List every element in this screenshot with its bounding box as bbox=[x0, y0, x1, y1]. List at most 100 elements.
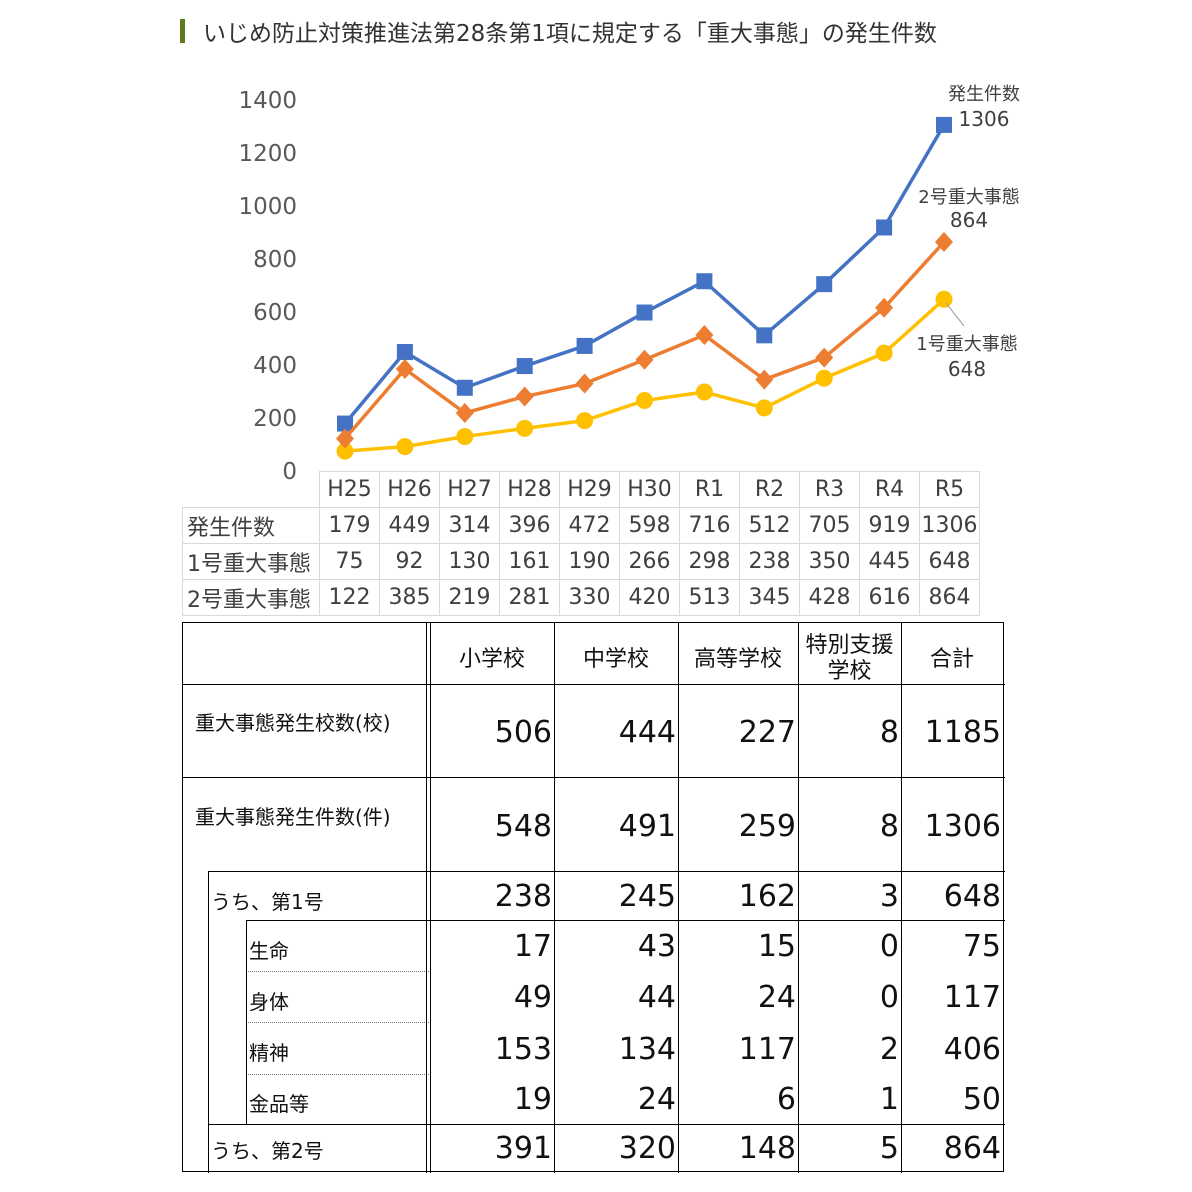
y-tick-label: 1200 bbox=[238, 141, 297, 167]
value-cell: 24 bbox=[757, 980, 796, 1015]
table-rule-dotted bbox=[246, 1022, 429, 1023]
category-label: H25 bbox=[319, 471, 380, 508]
category-label: R3 bbox=[799, 471, 860, 508]
data-cell: 449 bbox=[379, 507, 440, 544]
summary-table: 小学校 中学校 高等学校 特別支援 学校 合計 重大事態発生校数(校) 506 444 227 8 1… bbox=[182, 622, 1005, 1173]
data-cell: 385 bbox=[379, 579, 440, 616]
data-point bbox=[576, 412, 594, 430]
data-point bbox=[515, 386, 534, 407]
row-label: 身体 bbox=[249, 990, 289, 1014]
data-cell: 179 bbox=[319, 507, 380, 544]
data-cell: 472 bbox=[559, 507, 620, 544]
value-cell: 1185 bbox=[924, 715, 1001, 750]
data-cell: 298 bbox=[679, 543, 740, 580]
value-cell: 548 bbox=[494, 809, 552, 844]
category-label: H27 bbox=[439, 471, 500, 508]
row-label: 精神 bbox=[249, 1041, 289, 1065]
row-label: 重大事態発生件数(件) bbox=[195, 805, 391, 829]
data-cell: 864 bbox=[919, 579, 980, 616]
data-cell: 75 bbox=[319, 543, 380, 580]
data-cell: 130 bbox=[439, 543, 500, 580]
category-label: R2 bbox=[739, 471, 800, 508]
data-point bbox=[636, 392, 653, 410]
row-label: 2号重大事態 bbox=[182, 579, 320, 616]
column-header: 中学校 bbox=[582, 647, 649, 672]
value-cell: 864 bbox=[943, 1131, 1001, 1166]
annotation-label: 2号重大事態 bbox=[918, 187, 1019, 208]
data-cell: 161 bbox=[499, 543, 560, 580]
value-cell: 24 bbox=[637, 1082, 676, 1117]
data-cell: 648 bbox=[919, 543, 980, 580]
data-point bbox=[336, 428, 354, 449]
value-cell: 2 bbox=[879, 1032, 899, 1067]
category-row: H25 H26 H27 H28 H29 H30 R1 R2 R3 R4 R5 bbox=[182, 471, 980, 508]
data-cell: 122 bbox=[319, 579, 380, 616]
data-table-row: 2号重大事態 122 385 219 281 330 420 513 345 428 616 864 bbox=[182, 579, 980, 616]
data-point bbox=[815, 347, 834, 368]
data-cell: 1306 bbox=[919, 507, 980, 544]
title-text: いじめ防止対策推進法第28条第1項に規定する「重大事態」の発生件数 bbox=[203, 21, 937, 47]
table-rule bbox=[208, 1124, 1005, 1125]
data-table-row: 1号重大事態 75 92 130 161 190 266 298 238 350 445 648 bbox=[182, 543, 980, 580]
data-point bbox=[756, 327, 773, 344]
data-point bbox=[755, 399, 773, 417]
value-cell: 1 bbox=[879, 1082, 899, 1117]
annotation-label: 発生件数 bbox=[948, 84, 1020, 105]
column-header: 合計 bbox=[929, 647, 974, 672]
value-cell: 0 bbox=[879, 980, 899, 1015]
row-label: 発生件数 bbox=[182, 507, 320, 544]
table-rule bbox=[798, 623, 799, 1173]
value-cell: 15 bbox=[757, 929, 796, 964]
category-label: R5 bbox=[919, 471, 980, 508]
table-rule bbox=[183, 777, 1005, 778]
value-cell: 227 bbox=[738, 715, 796, 750]
table-rule-dotted bbox=[246, 971, 429, 972]
data-point bbox=[815, 369, 833, 387]
y-tick-label: 1000 bbox=[238, 194, 297, 220]
value-cell: 19 bbox=[513, 1082, 552, 1117]
category-label: H29 bbox=[559, 471, 620, 508]
data-point bbox=[396, 438, 414, 456]
row-label: 生命 bbox=[249, 939, 289, 963]
value-cell: 6 bbox=[776, 1082, 796, 1117]
data-cell: 919 bbox=[859, 507, 920, 544]
value-cell: 406 bbox=[943, 1032, 1001, 1067]
data-point bbox=[935, 232, 953, 253]
data-point bbox=[516, 358, 533, 375]
data-cell: 428 bbox=[799, 579, 860, 616]
data-point bbox=[875, 344, 893, 362]
value-cell: 17 bbox=[513, 929, 552, 964]
data-cell: 266 bbox=[619, 543, 680, 580]
table-rule bbox=[901, 623, 902, 1173]
category-label: H26 bbox=[379, 471, 440, 508]
data-point bbox=[935, 290, 953, 308]
series-line-2 bbox=[343, 240, 946, 440]
row-label: 1号重大事態 bbox=[182, 543, 320, 580]
value-cell: 5 bbox=[879, 1131, 899, 1166]
value-cell: 117 bbox=[943, 980, 1001, 1015]
row-label: 金品等 bbox=[249, 1092, 309, 1116]
data-cell: 513 bbox=[679, 579, 740, 616]
value-cell: 238 bbox=[494, 879, 552, 914]
annotation-label: 1号重大事態 bbox=[916, 334, 1017, 355]
data-point bbox=[755, 369, 774, 390]
value-cell: 44 bbox=[637, 980, 676, 1015]
y-tick-label: 200 bbox=[253, 406, 297, 432]
value-cell: 259 bbox=[738, 809, 796, 844]
table-rule bbox=[208, 871, 209, 1173]
value-cell: 50 bbox=[962, 1082, 1001, 1117]
row-label: うち、第2号 bbox=[211, 1139, 324, 1163]
data-cell: 445 bbox=[859, 543, 920, 580]
y-tick-label: 1400 bbox=[238, 88, 297, 114]
table-rule bbox=[246, 920, 1005, 921]
table-rule bbox=[426, 623, 427, 1173]
data-cell: 190 bbox=[559, 543, 620, 580]
value-cell: 148 bbox=[738, 1131, 796, 1166]
chart-title: いじめ防止対策推進法第28条第1項に規定する「重大事態」の発生件数 bbox=[180, 14, 937, 48]
annotation-leader-line bbox=[945, 302, 965, 327]
data-point bbox=[696, 273, 713, 290]
data-point bbox=[337, 415, 353, 432]
data-cell: 238 bbox=[739, 543, 800, 580]
data-point bbox=[455, 402, 474, 423]
